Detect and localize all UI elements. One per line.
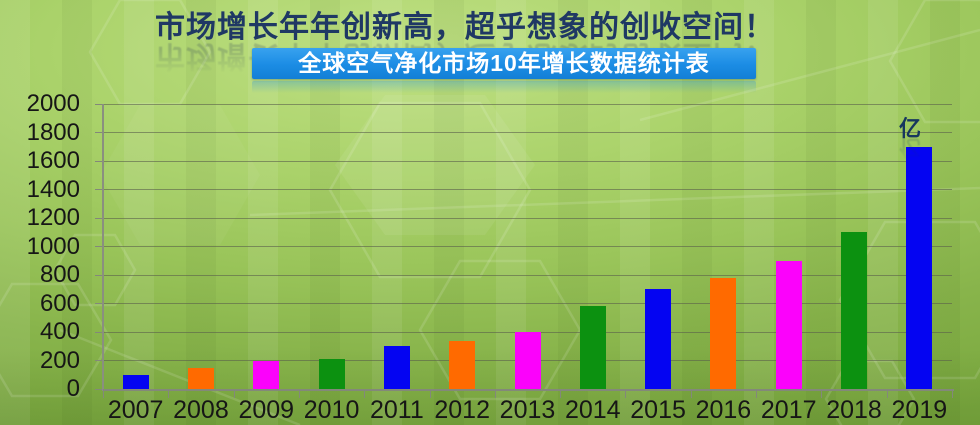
x-axis-tick	[756, 391, 758, 398]
x-axis-label: 2014	[564, 396, 621, 424]
bar-2009	[253, 360, 280, 389]
y-axis-label: 0	[66, 375, 80, 402]
y-axis-tick	[95, 189, 103, 190]
x-axis-tick	[233, 391, 235, 398]
y-axis-tick	[95, 160, 103, 162]
x-axis-tick	[298, 391, 300, 398]
y-axis-label: 1000	[26, 232, 80, 260]
x-axis-tick	[560, 391, 562, 398]
x-axis-tick	[821, 391, 823, 398]
y-axis-tick	[95, 217, 103, 219]
x-axis-tick	[364, 391, 366, 398]
x-axis-label: 2019	[891, 396, 948, 424]
y-axis-line	[102, 104, 104, 391]
unit-label: 亿	[898, 116, 921, 141]
y-axis-tick	[95, 360, 103, 361]
y-axis-label: 400	[39, 318, 80, 345]
gridline	[103, 189, 952, 190]
slide-title: 市场增长年年创新高，超乎想象的创收空间！	[155, 11, 775, 44]
x-axis-tick	[690, 391, 692, 398]
y-axis-label: 800	[39, 261, 80, 288]
y-axis-label: 1800	[26, 118, 80, 146]
chart-title-banner: 全球空气净化市场10年增长数据统计表	[252, 48, 756, 79]
bar-2007	[122, 374, 149, 389]
gridline	[103, 132, 952, 133]
y-axis-tick	[95, 331, 103, 333]
bar-2017	[775, 260, 802, 389]
chart-title-label: 全球空气净化市场10年增长数据统计表	[298, 50, 710, 76]
x-axis-label: 2011	[369, 396, 424, 424]
bar-2018	[841, 232, 868, 389]
x-axis-label: 2012	[434, 396, 490, 424]
x-axis-tick	[168, 391, 170, 398]
x-axis-tick	[886, 391, 888, 398]
bar-2016	[710, 277, 737, 389]
x-axis-tick	[952, 391, 953, 398]
x-axis-label: 2007	[107, 396, 164, 424]
y-axis-label: 1400	[26, 175, 80, 203]
x-axis-label: 2015	[630, 396, 686, 424]
x-axis-label: 2008	[173, 396, 229, 424]
y-axis-tick	[95, 388, 103, 390]
x-axis-label: 2018	[826, 396, 882, 424]
x-axis-label: 2013	[499, 396, 556, 424]
x-axis-label: 2017	[760, 396, 817, 424]
y-axis-tick	[95, 103, 103, 105]
x-axis-label: 2016	[695, 396, 752, 424]
bar-2019	[906, 146, 933, 389]
x-axis-line	[103, 389, 954, 391]
gridline	[103, 303, 952, 304]
x-axis-label: 2010	[303, 396, 360, 424]
x-axis-tick	[429, 391, 431, 398]
y-axis-label: 2000	[26, 90, 80, 117]
y-axis-tick	[95, 303, 103, 304]
y-axis-tick	[95, 274, 103, 276]
x-axis-tick	[103, 391, 104, 398]
y-axis-tick	[95, 132, 103, 133]
x-axis-tick	[494, 391, 496, 398]
gridline	[103, 217, 952, 219]
y-axis-tick	[95, 246, 103, 247]
x-axis-tick	[625, 391, 627, 398]
bar-2012	[449, 340, 476, 389]
bar-2014	[579, 306, 606, 389]
bar-2010	[318, 359, 345, 389]
x-axis-label: 2009	[238, 396, 295, 424]
y-axis-label: 1200	[26, 204, 80, 231]
bar-2011	[383, 346, 410, 389]
gridline	[103, 246, 952, 247]
y-axis-label: 1600	[26, 147, 80, 174]
y-axis-label: 200	[39, 346, 80, 374]
gridline	[103, 274, 952, 276]
bar-2015	[645, 289, 672, 389]
gridline	[103, 103, 952, 105]
gridline	[103, 160, 952, 162]
y-axis-label: 600	[39, 289, 80, 317]
bar-2013	[514, 332, 541, 389]
bar-2008	[187, 367, 214, 389]
